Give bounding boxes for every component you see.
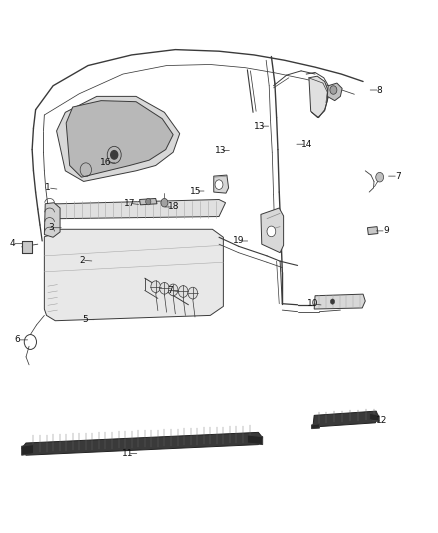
Text: 17: 17 bbox=[124, 199, 135, 208]
Polygon shape bbox=[214, 175, 229, 193]
Circle shape bbox=[330, 299, 335, 304]
Polygon shape bbox=[327, 83, 342, 101]
Text: 5: 5 bbox=[82, 315, 88, 324]
Text: 9: 9 bbox=[383, 227, 389, 236]
Polygon shape bbox=[367, 227, 378, 235]
Circle shape bbox=[146, 198, 151, 205]
Polygon shape bbox=[55, 199, 226, 219]
Circle shape bbox=[168, 284, 178, 296]
Polygon shape bbox=[140, 198, 157, 205]
Text: 16: 16 bbox=[100, 158, 112, 167]
Polygon shape bbox=[44, 203, 60, 237]
Polygon shape bbox=[247, 435, 263, 445]
Text: 8: 8 bbox=[377, 85, 382, 94]
Text: 12: 12 bbox=[376, 416, 388, 425]
Circle shape bbox=[215, 180, 223, 189]
Polygon shape bbox=[313, 411, 378, 427]
Polygon shape bbox=[66, 101, 173, 177]
Polygon shape bbox=[57, 96, 180, 181]
Text: 13: 13 bbox=[215, 146, 226, 155]
Polygon shape bbox=[261, 208, 284, 253]
Circle shape bbox=[159, 282, 169, 294]
Circle shape bbox=[151, 281, 160, 293]
Circle shape bbox=[267, 226, 276, 237]
Text: 3: 3 bbox=[49, 223, 54, 232]
Circle shape bbox=[188, 287, 198, 299]
Text: 6: 6 bbox=[14, 335, 20, 344]
Text: 19: 19 bbox=[233, 237, 244, 246]
Polygon shape bbox=[311, 424, 319, 429]
Text: 18: 18 bbox=[168, 203, 180, 212]
Polygon shape bbox=[21, 445, 33, 455]
Polygon shape bbox=[370, 413, 379, 422]
Circle shape bbox=[111, 151, 118, 159]
Text: 14: 14 bbox=[300, 140, 312, 149]
Text: 11: 11 bbox=[122, 449, 134, 458]
Circle shape bbox=[376, 172, 384, 182]
Polygon shape bbox=[44, 229, 223, 321]
Text: 7: 7 bbox=[395, 172, 401, 181]
Text: 10: 10 bbox=[307, 299, 318, 308]
Polygon shape bbox=[309, 76, 328, 118]
Text: 2: 2 bbox=[79, 256, 85, 264]
Circle shape bbox=[178, 286, 188, 297]
Text: 13: 13 bbox=[254, 122, 265, 131]
Polygon shape bbox=[21, 241, 32, 253]
Polygon shape bbox=[314, 294, 365, 309]
Circle shape bbox=[330, 86, 337, 94]
Text: 1: 1 bbox=[45, 183, 51, 192]
Text: 4: 4 bbox=[9, 239, 15, 248]
Circle shape bbox=[161, 198, 168, 207]
Polygon shape bbox=[21, 432, 263, 455]
Text: 15: 15 bbox=[190, 187, 201, 196]
Text: 7: 7 bbox=[167, 286, 173, 295]
